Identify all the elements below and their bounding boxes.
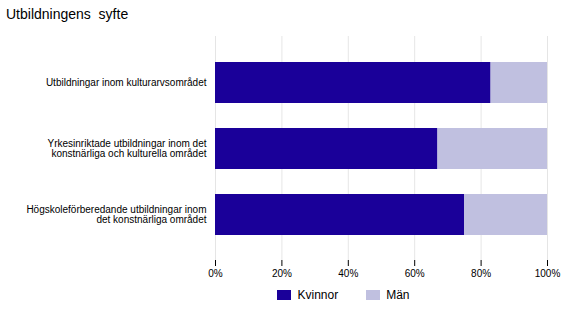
svg-text:60%: 60% [405, 268, 425, 279]
svg-text:Högskoleförberedande utbildnin: Högskoleförberedande utbildningar inom d… [26, 204, 206, 225]
svg-text:80%: 80% [471, 268, 491, 279]
svg-text:40%: 40% [338, 268, 358, 279]
html-text:Män: Män [386, 288, 410, 302]
svg-text:Yrkesinriktade utbildningar in: Yrkesinriktade utbildningar inom detkons… [48, 138, 207, 159]
svg-text:100%: 100% [535, 268, 561, 279]
svg-text:0%: 0% [208, 268, 223, 279]
svg-text:20%: 20% [272, 268, 292, 279]
svg-text:Utbildningar inom kulturarvsom: Utbildningar inom kulturarvsområdet [46, 77, 207, 88]
html-text:Utbildningens syfte: Utbildningens syfte [6, 6, 129, 22]
html-text:Kvinnor: Kvinnor [297, 288, 339, 302]
